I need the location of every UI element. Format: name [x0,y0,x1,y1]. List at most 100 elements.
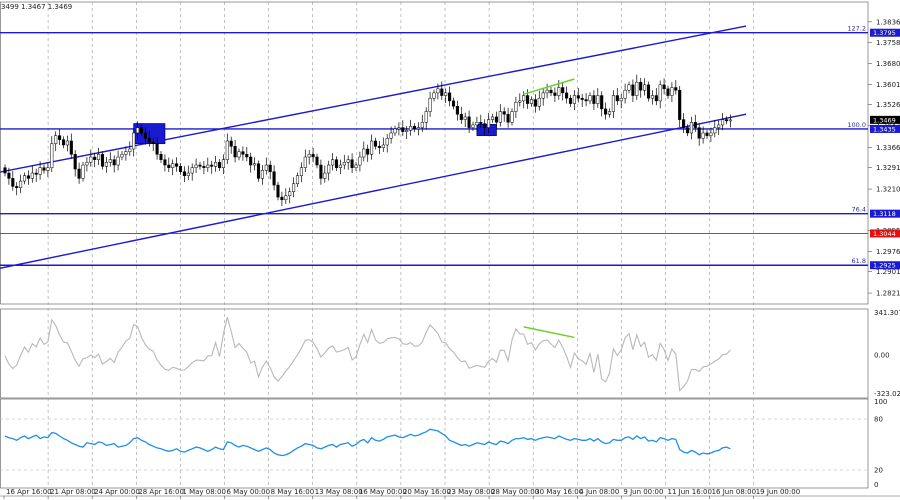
candle-body [315,156,319,166]
candle-body [108,159,112,163]
candle-body [307,154,311,158]
rsi-line [4,428,731,457]
candle-body [705,132,709,136]
candle-body [666,88,670,96]
candle-body [409,126,413,131]
candle-body [61,139,66,146]
candle-body [444,92,448,96]
candle-body [393,128,397,134]
candle-body [553,92,557,96]
candle-body [334,159,339,168]
candle-body [545,89,549,94]
candle-body [440,88,444,96]
candle-body [58,135,62,140]
candle-body [280,196,284,201]
candle-body [104,162,108,167]
candle-body [221,159,225,168]
candle-body [167,164,171,168]
x-tick-label: 28 Apr 16:00 [138,488,184,496]
x-tick-label: 6 May 00:00 [227,488,271,496]
candle-body [178,166,183,172]
candle-body [685,127,690,134]
candle-body [358,156,362,166]
candle-body [65,140,69,146]
candle-body [256,163,261,179]
candle-body [565,92,569,99]
candle-body [397,127,401,130]
candle-body [619,97,623,102]
candle-body [639,81,643,91]
candle-body [670,87,674,96]
candle-body [284,195,288,201]
candle-body [93,156,97,160]
candle-body [303,156,307,168]
candle-body [206,164,210,168]
candle-body [596,95,600,104]
highlight-box [476,124,497,137]
candle-body [366,148,370,155]
candle-body [155,143,159,155]
candle-body [654,95,658,102]
candle-body [701,132,705,139]
candle-body [241,151,245,155]
candle-body [264,164,268,171]
candle-body [717,124,721,128]
cci-line [4,317,731,392]
price-panel-frame [0,1,869,305]
candle-body [346,159,350,163]
candle-body [210,164,214,167]
cci-tick-label: 341.3079 [874,309,900,317]
candle-body [561,87,565,94]
candle-body [3,167,7,174]
candle-body [506,113,510,123]
x-tick-label: 1 May 08:00 [182,488,226,496]
candle-body [26,175,30,179]
candle-body [175,163,179,167]
divergence-line-price [523,78,575,95]
candle-body [674,87,678,91]
candle-body [338,164,342,168]
candle-body [483,123,487,128]
candle-body [494,116,498,123]
level-tag-text: 1.3118 [873,210,896,218]
candle-body [576,95,580,99]
x-tick-label: 30 May 16:00 [535,488,583,496]
candle-body [682,119,686,128]
channel-lower-line [0,113,747,269]
candle-body [202,166,206,168]
candle-body [77,168,81,179]
candle-body [198,164,202,167]
candle-body [276,184,280,198]
candle-body [557,87,561,96]
candle-body [327,164,331,174]
candle-body [69,140,73,155]
candle-body [533,99,537,107]
candle-body [225,140,229,160]
candle-body [186,172,190,176]
price-tick-label: 1.3526 [876,101,900,109]
candle-body [85,162,89,166]
candle-body [381,144,385,148]
candle-body [190,167,194,174]
candle-body [709,132,713,136]
candle-body [514,101,518,112]
candle-body [568,97,573,104]
rsi-tick-label: 100 [874,398,887,406]
candle-body [623,89,627,99]
candle-body [229,140,233,147]
candle-body [541,92,545,99]
candle-body [401,127,405,132]
candle-body [54,135,58,144]
candle-body [436,88,440,94]
candle-body [311,154,315,158]
candle-body [354,164,358,168]
candle-body [510,111,514,123]
candle-body [163,159,167,166]
candle-body [646,84,651,99]
candle-body [428,97,432,112]
candle-body [389,132,393,139]
candle-body [467,116,471,128]
x-tick-label: 19 Jun 00:00 [756,488,800,496]
candle-body [124,151,128,155]
